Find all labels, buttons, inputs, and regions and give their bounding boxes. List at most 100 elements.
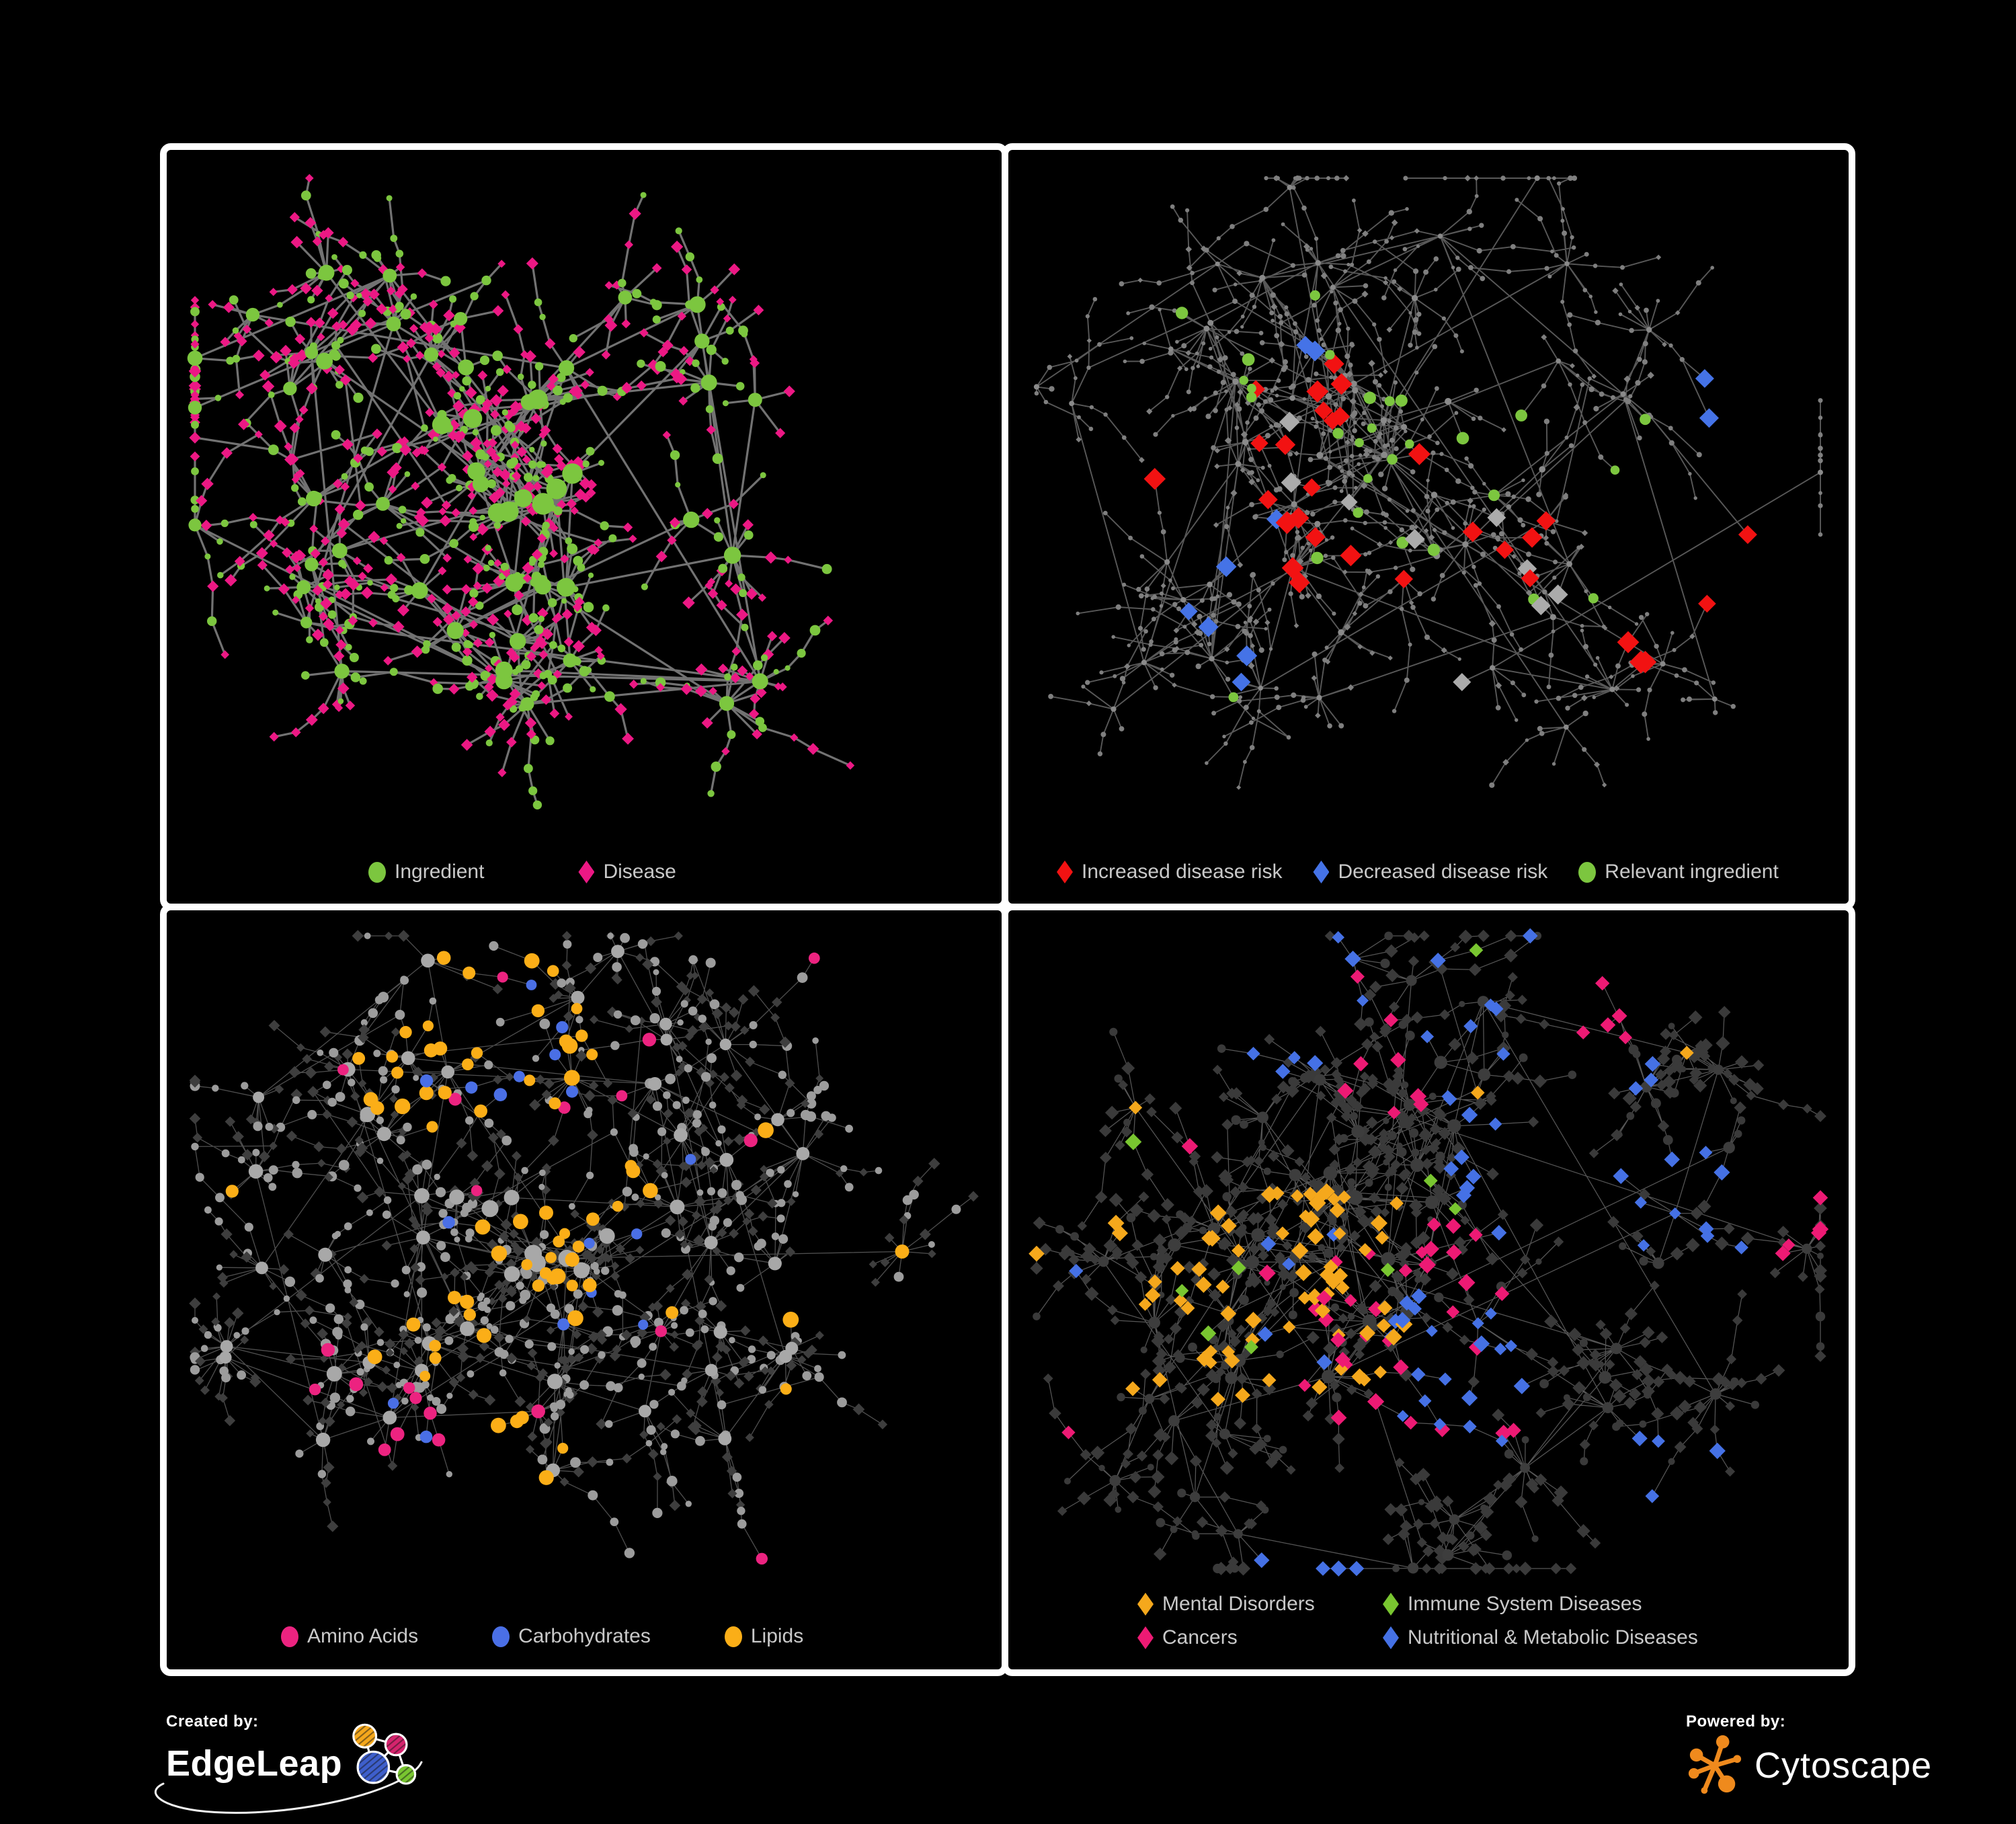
network-node-diamond [295,1290,307,1302]
highlight-network-node-circle [352,1052,366,1065]
network-node-circle [698,1309,707,1318]
network-node-circle [1674,673,1679,678]
network-node-diamond [1217,1340,1232,1354]
network-node-diamond [540,425,551,436]
network-node-diamond [1424,1499,1439,1513]
network-node-circle [1126,1213,1136,1222]
network-node-circle [718,1431,732,1445]
legend-diamond-swatch [578,861,595,883]
network-node-circle [1544,266,1549,271]
network-node-diamond [693,1013,702,1021]
network-node-diamond [1268,1150,1280,1162]
network-node-circle [684,1064,692,1073]
network-node-circle [1737,1116,1746,1125]
network-node-circle [1244,241,1250,247]
highlight-network-node-diamond [1398,1263,1413,1277]
network-node-circle [1215,594,1220,598]
network-node-diamond [513,324,524,334]
network-node-circle [191,335,199,344]
network-node-circle [1184,650,1190,656]
network-node-circle [1543,418,1550,424]
network-node-circle [1315,420,1319,424]
network-node-circle [653,1318,663,1327]
highlight-network-node-circle [225,1185,239,1198]
network-node-diamond [1520,1254,1531,1265]
network-node-circle [806,1091,816,1101]
network-node-circle [1333,301,1338,306]
network-node-circle [1364,1017,1374,1027]
network-node-diamond [1365,568,1373,576]
network-node-circle [1168,350,1174,356]
network-node-diamond [531,549,543,560]
network-node-diamond [1525,1347,1538,1361]
network-node-diamond [1315,712,1321,719]
network-node-circle [1818,532,1823,537]
network-node-diamond [770,1013,780,1023]
network-node-diamond [653,1472,662,1481]
network-node-circle [660,1033,673,1046]
network-node-diamond [596,1257,604,1266]
network-node-circle [1176,606,1182,612]
network-node-circle [289,573,296,580]
network-node-diamond [1343,175,1350,182]
legend-diamond-swatch [1383,1593,1399,1616]
network-node-diamond [728,498,739,510]
network-node-diamond [1360,482,1368,489]
network-node-diamond [687,1025,698,1037]
network-node-circle [1816,1342,1825,1351]
network-node-circle [255,1261,268,1275]
highlight-network-node-diamond [1394,1312,1411,1329]
network-node-circle [579,1380,590,1390]
network-node-diamond [1196,1516,1209,1528]
network-node-circle [1393,268,1398,272]
network-node-circle [448,474,456,482]
highlight-network-node-diamond [1637,1239,1650,1252]
network-node-circle [709,1216,720,1226]
network-node-circle [875,1166,883,1175]
network-node-diamond [1213,522,1219,528]
network-node-circle [463,640,472,648]
network-node-diamond [1164,1451,1179,1466]
highlight-network-node-diamond [1376,1318,1392,1333]
highlight-network-node-diamond [1323,1259,1338,1275]
network-node-circle [1818,446,1823,451]
network-node-diamond [586,479,597,491]
network-node-circle [1416,244,1420,248]
network-node-circle [1625,399,1630,405]
highlight-network-node-circle [586,1049,598,1060]
network-node-circle [1099,670,1104,675]
network-node-circle [1216,369,1221,374]
network-node-diamond [543,1417,553,1427]
network-node-diamond [385,573,397,586]
network-node-diamond [437,350,446,358]
network-node-diamond [527,1348,538,1358]
network-node-diamond [1662,342,1667,348]
network-node-circle [1397,1147,1407,1157]
network-node-circle [1495,535,1500,541]
highlight-network-node-circle [666,1306,679,1319]
network-node-circle [354,1184,362,1192]
network-node-circle [515,665,524,673]
network-node-diamond [1344,1162,1357,1175]
highlight-network-node-diamond [1463,1019,1478,1033]
network-node-diamond [1666,1369,1677,1380]
network-node-diamond [327,307,339,319]
network-node-diamond [1061,1244,1072,1256]
network-node-circle [1554,519,1559,523]
highlight-network-node-circle [559,1228,571,1239]
network-node-diamond [537,681,547,690]
network-node-diamond [1599,1327,1613,1341]
network-node-diamond [667,535,677,545]
network-node-circle [545,736,555,746]
network-node-circle [1580,624,1584,628]
network-node-circle [1196,364,1201,368]
network-node-circle [580,1345,590,1354]
network-node-circle [1566,561,1572,567]
network-node-circle [300,190,311,201]
highlight-network-node-circle [524,953,540,969]
network-node-circle [1222,355,1228,361]
network-node-circle [1151,607,1156,612]
network-edges [1036,935,1821,1569]
network-node-diamond [317,1328,328,1339]
network-node-circle [1274,695,1280,701]
